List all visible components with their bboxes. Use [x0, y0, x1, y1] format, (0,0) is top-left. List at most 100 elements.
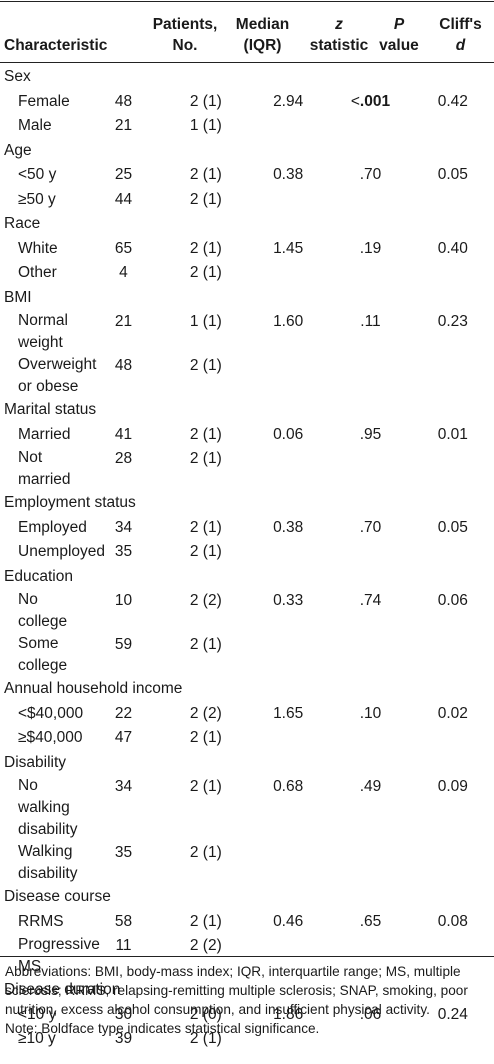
header-median-line2: (IQR) — [243, 37, 282, 54]
p-value: .06 — [329, 1003, 411, 1028]
row-label: ≥50 y — [18, 190, 56, 208]
cliffs-d: 0.09 — [437, 778, 468, 795]
cliffs-d: 0.05 — [437, 166, 468, 183]
patients-count: 41 — [114, 425, 133, 443]
patients-count: 28 — [114, 450, 133, 467]
header-patients: Patients, No. — [152, 14, 218, 56]
median-iqr: 2 (2) — [189, 704, 222, 722]
p-value — [329, 540, 411, 565]
row-label: <50 y — [18, 166, 57, 183]
z-statistic — [247, 447, 329, 491]
p-value: .70 — [329, 163, 411, 188]
row-label: Female — [18, 92, 70, 110]
patients-count: 22 — [114, 704, 133, 722]
cliffs-d: 0.40 — [437, 239, 468, 257]
cliffs-d: 0.08 — [437, 912, 468, 930]
cliffs-d — [412, 540, 494, 565]
table-row: Walking disability 35 2 (1) — [0, 841, 494, 885]
p-value: .65 — [329, 910, 411, 935]
table-row: ≥50 y 44 2 (1) — [0, 188, 494, 213]
p-value: .19 — [329, 237, 411, 262]
p-value: .95 — [329, 423, 411, 448]
group-row: Annual household income — [0, 677, 494, 702]
patients-count: 48 — [114, 92, 133, 110]
p-value: .49 — [329, 775, 411, 841]
z-statistic — [247, 188, 329, 213]
median-iqr: 2 (1) — [189, 450, 222, 467]
p-value — [329, 726, 411, 751]
table-row: ≥$40,000 47 2 (1) — [0, 726, 494, 751]
header-patients-line2: No. — [172, 37, 198, 54]
z-statistic — [247, 261, 329, 286]
p-value — [329, 354, 411, 398]
table-row: No college 10 2 (2) 0.33 .74 0.06 — [0, 589, 494, 633]
row-label: Other — [18, 264, 57, 281]
data-table: Sex Female 48 2 (1) 2.94 <.001 0.42 Male 21 1 (1)… — [0, 65, 494, 1052]
patients-count: 25 — [114, 166, 133, 183]
header-cliffs-line2: d — [455, 37, 466, 54]
header-patients-line1: Patients, — [152, 16, 218, 33]
row-label: Male — [18, 117, 52, 134]
header-z-line2: statistic — [309, 37, 369, 54]
row-label: Employed — [18, 518, 87, 536]
patients-count: 34 — [114, 778, 133, 795]
median-iqr: 2 (1) — [189, 166, 222, 183]
patients-count: 39 — [114, 1030, 133, 1047]
cliffs-d — [412, 633, 494, 677]
cliffs-d — [412, 354, 494, 398]
median-iqr: 2 (1) — [189, 357, 222, 374]
header-rule — [0, 62, 494, 63]
group-row: Disability — [0, 751, 494, 776]
median-iqr: 2 (2) — [189, 937, 222, 954]
p-value-prefix: < — [350, 92, 360, 110]
row-label: ≥10 y — [18, 1030, 56, 1047]
header-p-line2: value — [379, 37, 419, 54]
table-row: Married 41 2 (1) 0.06 .95 0.01 — [0, 423, 494, 448]
table-row: Normal weight 21 1 (1) 1.60 .11 0.23 — [0, 310, 494, 354]
p-value: .11 — [329, 310, 411, 354]
patients-count: 30 — [114, 1005, 133, 1023]
table-row: Some college 59 2 (1) — [0, 633, 494, 677]
group-label: Race — [4, 215, 41, 232]
row-label: Not married — [18, 449, 71, 488]
footnote-abbreviations: Abbreviations: BMI, body-mass index; IQR… — [5, 964, 468, 1017]
median-iqr: 2 (2) — [189, 592, 222, 609]
row-label: No walking disability — [18, 777, 78, 838]
patients-count: 44 — [114, 190, 133, 208]
table-row: ≥10 y 39 2 (1) — [0, 1027, 494, 1052]
p-value: .10 — [329, 702, 411, 727]
p-value-number: .001 — [359, 92, 391, 110]
row-label: Married — [18, 425, 71, 443]
z-statistic: 0.46 — [273, 912, 304, 930]
median-iqr: 2 (1) — [189, 264, 222, 281]
z-statistic — [247, 633, 329, 677]
z-statistic: 1.60 — [273, 313, 304, 330]
p-value-number: .95 — [359, 425, 382, 443]
p-value-number: .65 — [359, 912, 382, 930]
p-value: .74 — [329, 589, 411, 633]
row-label: Walking disability — [18, 843, 78, 882]
table-row: <10 y 30 2 (0) 1.86 .06 0.24 — [0, 1003, 494, 1028]
p-value-number: .74 — [359, 592, 382, 609]
table-body: Sex Female 48 2 (1) 2.94 <.001 0.42 Male 21 1 (1)… — [0, 65, 494, 1052]
row-label: Some college — [18, 635, 68, 674]
median-iqr: 2 (1) — [189, 636, 222, 653]
p-value — [329, 633, 411, 677]
table-row: Unemployed 35 2 (1) — [0, 540, 494, 565]
patients-count: 48 — [114, 357, 133, 374]
p-value: <.001 — [329, 90, 411, 115]
median-iqr: 2 (1) — [189, 239, 222, 257]
p-value-number: .10 — [359, 704, 382, 722]
patients-count: 10 — [114, 592, 133, 609]
patients-count: 34 — [114, 518, 133, 536]
cliffs-d — [412, 841, 494, 885]
header-z-line1: z — [335, 16, 343, 33]
median-iqr: 2 (1) — [189, 425, 222, 443]
header-p-line1: P — [393, 16, 405, 33]
cliffs-d: 0.23 — [437, 313, 468, 330]
row-label: Unemployed — [18, 543, 106, 560]
p-value-number: .19 — [359, 239, 382, 257]
group-row: Disease course — [0, 885, 494, 910]
patients-count: 11 — [115, 937, 132, 954]
